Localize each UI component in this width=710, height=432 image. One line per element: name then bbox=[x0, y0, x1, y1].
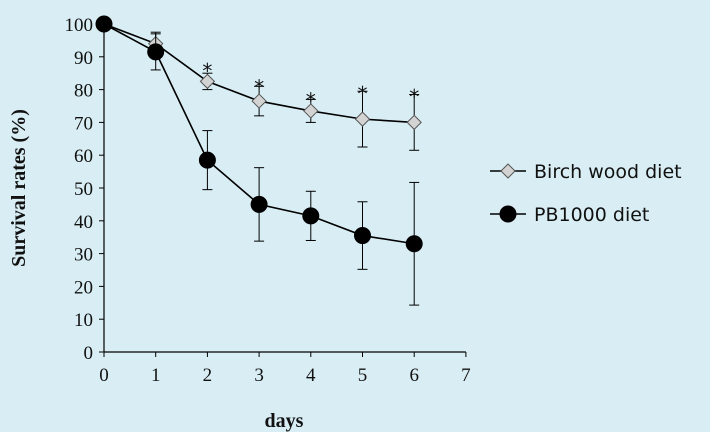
y-tick-label: 20 bbox=[74, 277, 93, 298]
y-tick-label: 100 bbox=[65, 15, 94, 36]
x-tick-label: 7 bbox=[461, 365, 471, 386]
circle-marker bbox=[198, 151, 216, 169]
legend-entry: PB1000 diet bbox=[490, 204, 649, 226]
significance-marker: * bbox=[409, 85, 419, 109]
significance-marker: * bbox=[202, 59, 212, 83]
y-axis-label: Survival rates (%) bbox=[8, 109, 30, 267]
diamond-marker bbox=[406, 114, 422, 131]
y-tick-label: 0 bbox=[84, 343, 94, 364]
y-tick-label: 60 bbox=[74, 146, 93, 167]
circle-marker bbox=[302, 207, 320, 225]
series-pb1000-diet bbox=[95, 15, 423, 306]
y-tick-label: 70 bbox=[74, 113, 93, 134]
significance-annotations: * * * * * bbox=[202, 59, 419, 113]
x-tick-label: 3 bbox=[254, 365, 264, 386]
x-tick-label: 4 bbox=[306, 365, 316, 386]
circle-marker bbox=[147, 43, 165, 61]
x-tick-label: 2 bbox=[203, 365, 213, 386]
circle-marker bbox=[250, 195, 268, 213]
y-tick-label: 40 bbox=[74, 212, 93, 233]
y-tick-label: 30 bbox=[74, 245, 93, 266]
circle-marker bbox=[95, 15, 113, 33]
y-tick-label: 80 bbox=[74, 81, 93, 102]
circle-marker bbox=[405, 235, 423, 253]
significance-marker: * bbox=[254, 75, 264, 99]
y-tick-label: 90 bbox=[74, 48, 93, 69]
x-axis-label: days bbox=[265, 410, 304, 432]
legend-label: PB1000 diet bbox=[534, 204, 649, 226]
diamond-marker bbox=[199, 73, 216, 90]
diamond-marker bbox=[251, 93, 267, 109]
diamond-marker bbox=[500, 163, 516, 179]
legend-label: Birch wood diet bbox=[534, 161, 682, 183]
x-tick-label: 6 bbox=[409, 365, 419, 386]
y-tick-label: 10 bbox=[74, 310, 93, 331]
y-tick-label: 50 bbox=[74, 179, 93, 200]
x-tick-label: 5 bbox=[358, 365, 368, 386]
axes bbox=[99, 23, 467, 357]
series-group bbox=[95, 15, 423, 306]
significance-marker: * bbox=[358, 82, 368, 106]
diamond-marker bbox=[303, 103, 319, 119]
legend-entry: Birch wood diet bbox=[490, 161, 682, 183]
x-tick-label: 0 bbox=[99, 365, 109, 386]
diamond-marker bbox=[354, 111, 371, 127]
significance-marker: * bbox=[306, 88, 316, 112]
legend: Birch wood diet PB1000 diet bbox=[490, 161, 682, 226]
x-tick-label: 1 bbox=[151, 365, 161, 386]
circle-marker bbox=[499, 205, 517, 223]
circle-marker bbox=[354, 227, 371, 245]
